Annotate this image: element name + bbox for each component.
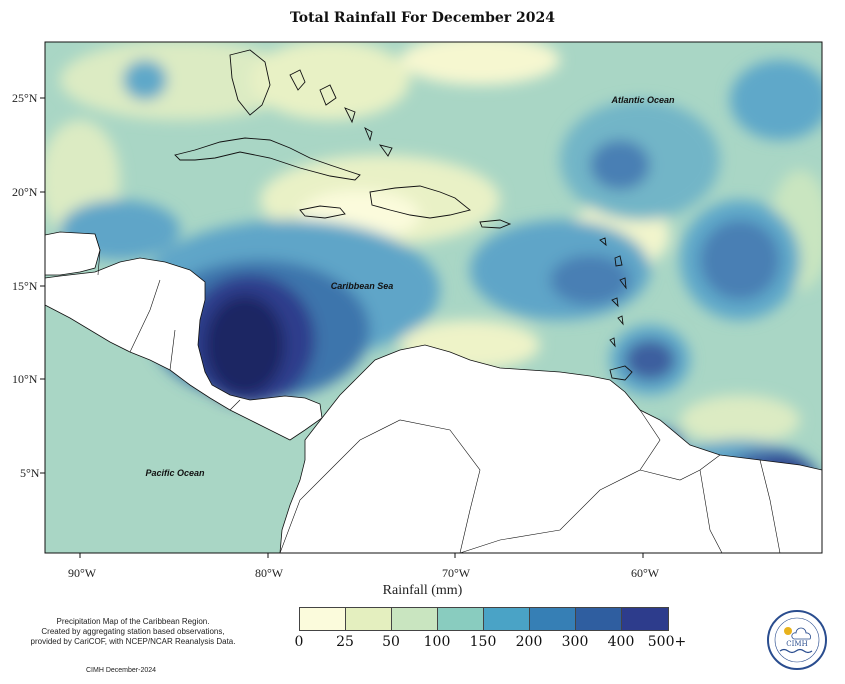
credits-line-1: Precipitation Map of the Caribbean Regio… <box>56 617 210 626</box>
lat-label-25n: 25°N <box>12 91 38 105</box>
country-borders <box>94 233 781 553</box>
legend-tick-3: 100 <box>423 634 451 650</box>
map-title: Total Rainfall For December 2024 <box>290 10 555 26</box>
cloud-icon <box>791 627 811 640</box>
legend-swatch-4 <box>484 608 530 630</box>
credits-line-2: Created by aggregating station based obs… <box>41 627 225 636</box>
label-pacific-ocean: Pacific Ocean <box>145 468 205 478</box>
island-cuba <box>174 137 361 181</box>
legend-swatch-1 <box>346 608 392 630</box>
credits-line-3: provided by CariCOF, with NCEP/NCAR Rean… <box>30 637 236 646</box>
legend-tick-1: 25 <box>336 634 354 650</box>
lon-label-80w: 80°W <box>254 566 284 580</box>
label-caribbean-sea: Caribbean Sea <box>331 281 394 291</box>
legend-tick-7: 400 <box>607 634 635 650</box>
map-frame <box>44 41 823 554</box>
legend-swatch-3 <box>438 608 484 630</box>
lat-label-20n: 20°N <box>12 185 38 199</box>
legend-title: Rainfall (mm) <box>382 583 463 598</box>
legend-tick-4: 150 <box>469 634 497 650</box>
legend-swatch-5 <box>530 608 576 630</box>
land-central-america <box>45 257 323 441</box>
legend-swatch-6 <box>576 608 622 630</box>
island-lesser-antilles <box>599 237 627 348</box>
legend-swatch-7 <box>622 608 668 630</box>
wave-icon <box>779 648 813 654</box>
legend-tick-5: 200 <box>515 634 543 650</box>
legend-tick-8: 500+ <box>647 634 687 650</box>
rainfall-field <box>45 42 822 553</box>
legend-swatch-0 <box>300 608 346 630</box>
land-florida <box>229 49 271 116</box>
land-yucatan <box>45 231 101 276</box>
legend-tick-6: 300 <box>561 634 589 650</box>
land-masses <box>45 231 822 553</box>
label-atlantic-ocean: Atlantic Ocean <box>610 95 675 105</box>
legend-tick-2: 50 <box>382 634 400 650</box>
lon-label-60w: 60°W <box>630 566 660 580</box>
lat-label-5n: 5°N <box>20 466 40 480</box>
legend-swatch-2 <box>392 608 438 630</box>
legend-colorbar <box>299 607 669 631</box>
credits-stamp: CIMH December-2024 <box>86 667 157 674</box>
lon-label-70w: 70°W <box>441 566 471 580</box>
axis-ticks <box>40 97 644 558</box>
island-trinidad <box>609 365 633 381</box>
island-bahamas <box>289 69 393 157</box>
island-jamaica <box>299 205 346 219</box>
lat-label-15n: 15°N <box>12 279 38 293</box>
island-puerto-rico <box>479 219 512 229</box>
lat-label-10n: 10°N <box>12 372 38 386</box>
lon-label-90w: 90°W <box>67 566 97 580</box>
island-hispaniola <box>369 185 471 219</box>
logo-text: CIMH <box>786 640 807 648</box>
legend-tick-0: 0 <box>294 634 304 650</box>
credits: Precipitation Map of the Caribbean Regio… <box>18 617 248 647</box>
sun-icon <box>784 627 792 635</box>
island-outlines <box>174 49 633 381</box>
cimh-logo: CIMH <box>767 610 827 670</box>
